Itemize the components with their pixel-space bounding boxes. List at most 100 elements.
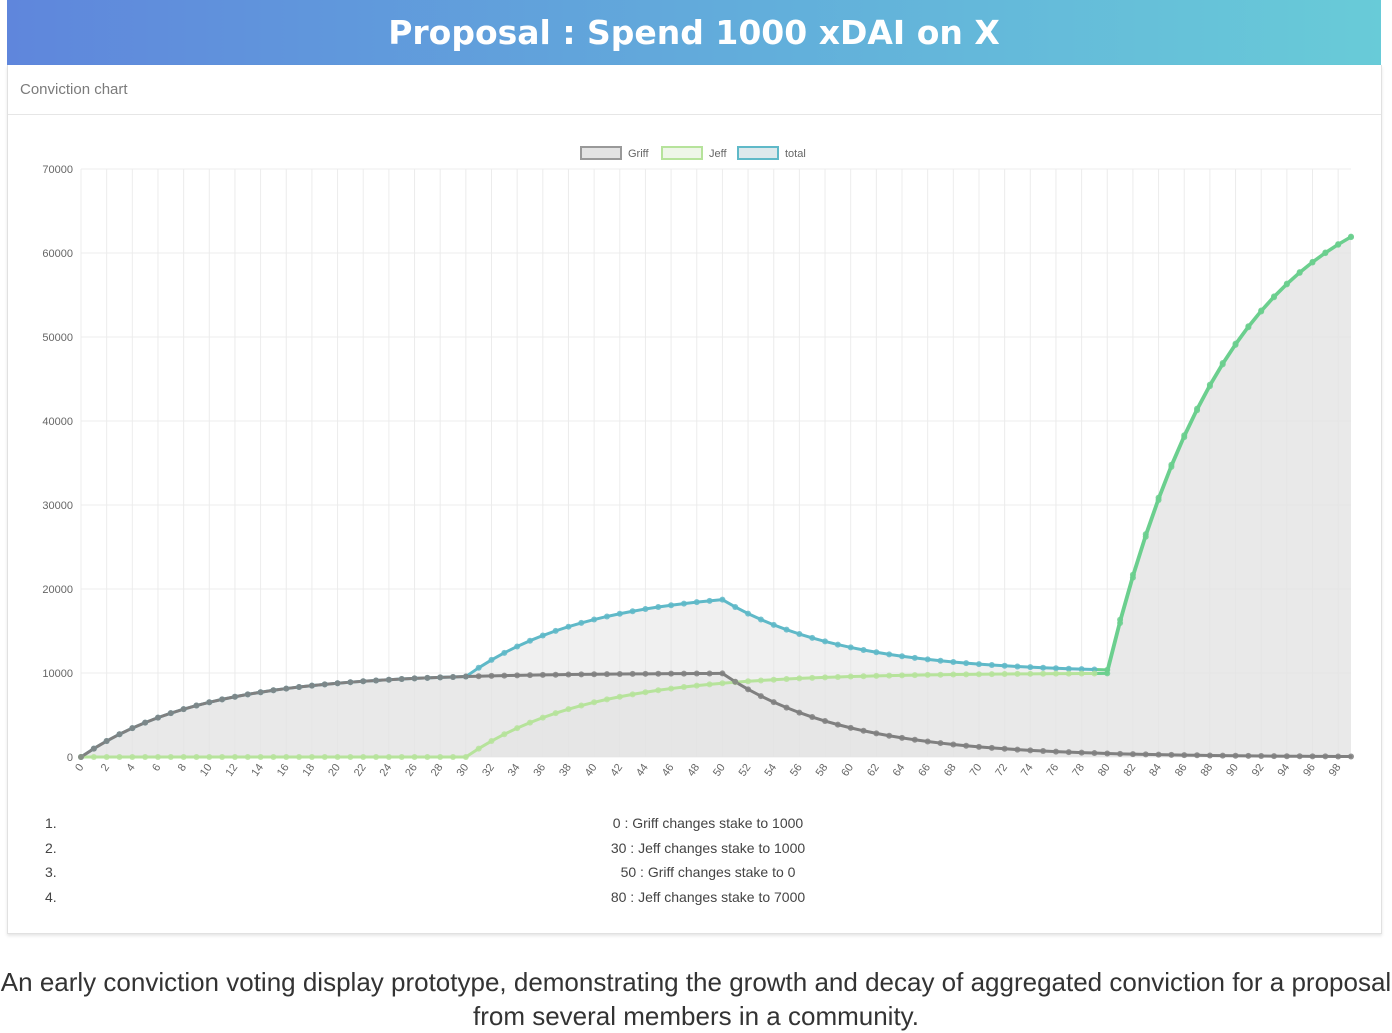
x-tick-label: 22 (352, 762, 369, 779)
y-tick-label: 70000 (42, 164, 73, 176)
point-griff (963, 743, 969, 749)
point-griff (681, 671, 687, 677)
point-griff (1027, 747, 1033, 753)
point-jeff (1079, 671, 1085, 677)
point-jeff (591, 699, 597, 705)
point-total (591, 617, 597, 623)
point-griff (104, 738, 110, 744)
x-tick-label: 20 (326, 762, 343, 779)
point-jeff (322, 754, 328, 760)
x-tick-label: 68 (942, 762, 959, 779)
x-tick-label: 38 (557, 762, 574, 779)
point-griff (527, 672, 533, 678)
point-total (848, 644, 854, 650)
point-total (937, 658, 943, 664)
point-jeff (719, 680, 725, 686)
point-griff (412, 675, 418, 681)
point-griff (463, 674, 469, 680)
point-total (642, 606, 648, 612)
point-jeff (1220, 361, 1226, 367)
event-item: 4.80 : Jeff changes stake to 7000 (8, 889, 1381, 914)
point-griff (1053, 749, 1059, 755)
point-jeff (168, 754, 174, 760)
point-griff (912, 737, 918, 743)
point-griff (1130, 751, 1136, 757)
point-jeff (642, 689, 648, 695)
event-text: 0 : Griff changes stake to 1000 (8, 815, 1392, 831)
x-tick-label: 90 (1224, 762, 1241, 779)
x-tick-label: 10 (198, 762, 215, 779)
point-griff (630, 671, 636, 677)
point-griff (822, 718, 828, 724)
point-griff (1258, 753, 1264, 759)
point-jeff (129, 754, 135, 760)
point-griff (399, 676, 405, 682)
legend-swatch-jeff[interactable] (662, 147, 702, 159)
point-total (694, 599, 700, 605)
point-griff (283, 686, 289, 692)
point-jeff (937, 672, 943, 678)
point-griff (694, 671, 700, 677)
point-griff (501, 673, 507, 679)
point-jeff (1143, 534, 1149, 540)
y-tick-label: 50000 (42, 332, 73, 344)
point-total (604, 613, 610, 619)
point-jeff (193, 754, 199, 760)
point-griff (1220, 753, 1226, 759)
point-griff (976, 744, 982, 750)
x-tick-label: 4 (124, 762, 137, 774)
x-tick-label: 76 (1045, 762, 1062, 779)
point-jeff (707, 681, 713, 687)
point-jeff (360, 754, 366, 760)
x-tick-label: 34 (506, 762, 523, 779)
point-jeff (258, 754, 264, 760)
point-total (719, 597, 725, 603)
point-griff (886, 733, 892, 739)
point-jeff (296, 754, 302, 760)
point-jeff (450, 754, 456, 760)
point-total (681, 601, 687, 607)
point-total (809, 635, 815, 641)
x-tick-label: 56 (788, 762, 805, 779)
point-jeff (848, 674, 854, 680)
point-jeff (694, 683, 700, 689)
point-griff (1310, 753, 1316, 759)
point-jeff (681, 684, 687, 690)
point-jeff (861, 673, 867, 679)
legend-label-jeff[interactable]: Jeff (709, 148, 727, 160)
legend-swatch-griff[interactable] (581, 147, 621, 159)
point-griff (873, 730, 879, 736)
point-griff (386, 677, 392, 683)
point-jeff (1297, 270, 1303, 276)
point-griff (424, 675, 430, 681)
x-tick-label: 58 (814, 762, 831, 779)
point-jeff (809, 675, 815, 681)
point-total (758, 617, 764, 623)
point-griff (437, 674, 443, 680)
point-jeff (1233, 342, 1239, 348)
figure-caption: An early conviction voting display proto… (0, 965, 1392, 1033)
chart-legend[interactable]: Griff Jeff total (581, 147, 806, 160)
point-griff (553, 672, 559, 678)
point-jeff (399, 754, 405, 760)
point-griff (1066, 749, 1072, 755)
legend-swatch-total[interactable] (738, 147, 778, 159)
x-tick-label: 66 (916, 762, 933, 779)
point-jeff (1066, 671, 1072, 677)
point-jeff (104, 754, 110, 760)
point-jeff (1335, 242, 1341, 248)
point-jeff (963, 671, 969, 677)
point-griff (360, 678, 366, 684)
point-griff (1079, 750, 1085, 756)
point-total (1053, 665, 1059, 671)
point-jeff (1130, 575, 1136, 581)
legend-label-griff[interactable]: Griff (628, 148, 650, 160)
x-tick-label: 92 (1250, 762, 1267, 779)
point-griff (335, 680, 341, 686)
legend-label-total[interactable]: total (785, 148, 806, 160)
point-jeff (219, 754, 225, 760)
point-griff (809, 714, 815, 720)
point-jeff (1322, 250, 1328, 256)
